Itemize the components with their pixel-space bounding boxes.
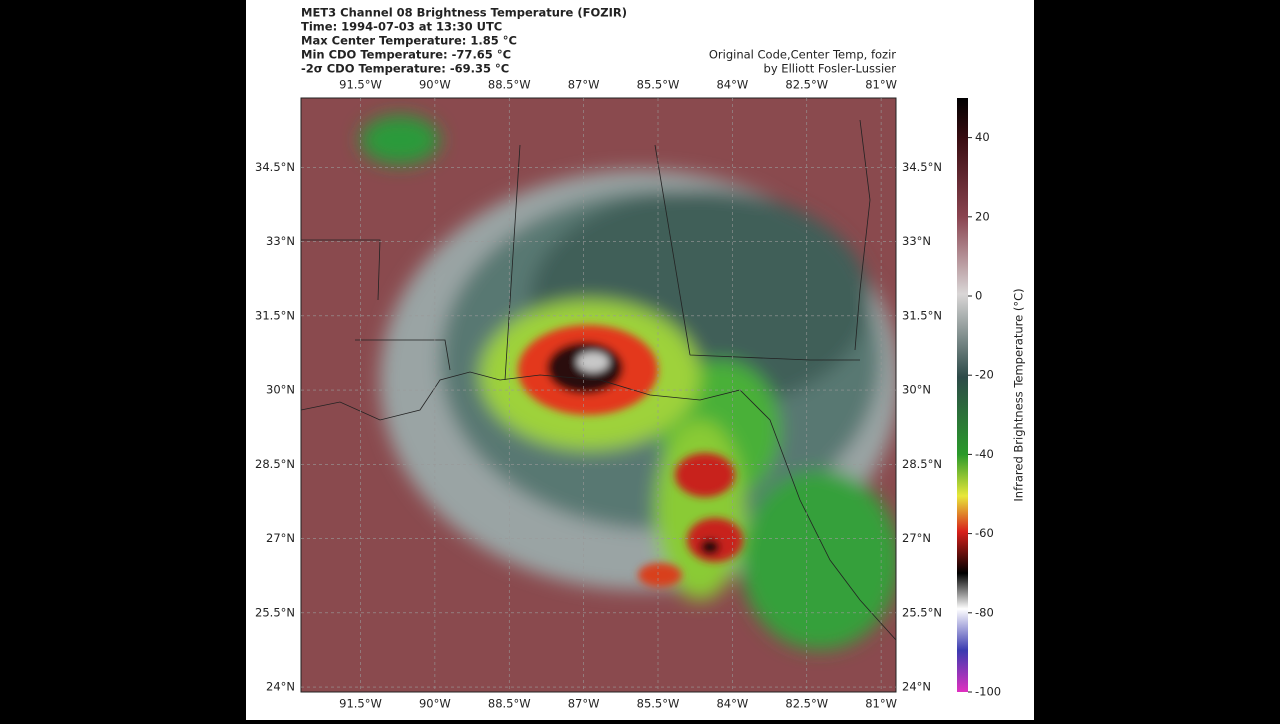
colorbar-label: Infrared Brightness Temperature (°C) (1012, 288, 1026, 501)
title-line: Time: 1994-07-03 at 13:30 UTC (301, 20, 502, 34)
y-tick-label: 31.5°N (902, 308, 942, 322)
y-tick-label: 25.5°N (902, 605, 942, 619)
y-tick-label: 24°N (902, 680, 931, 694)
x-tick-label: 82.5°W (785, 78, 828, 92)
x-tick-label: 87°W (568, 78, 600, 92)
colorbar-tick-label: -80 (975, 605, 994, 619)
colorbar-tick-label: -40 (975, 447, 994, 461)
colorbar-tick-label: -20 (975, 368, 994, 382)
y-tick-label: 31.5°N (255, 308, 295, 322)
map-frame (300, 97, 897, 693)
y-tick-label: 33°N (266, 234, 295, 248)
y-tick-label: 27°N (902, 531, 931, 545)
x-tick-label: 88.5°W (488, 697, 531, 711)
x-tick-label: 81°W (865, 697, 897, 711)
y-tick-label: 28.5°N (255, 457, 295, 471)
y-tick-label: 33°N (902, 234, 931, 248)
x-tick-label: 88.5°W (488, 78, 531, 92)
y-tick-label: 30°N (902, 383, 931, 397)
y-tick-label: 34.5°N (255, 160, 295, 174)
x-tick-label: 87°W (568, 697, 600, 711)
colorbar-tick-label: -100 (975, 685, 1001, 699)
y-tick-label: 34.5°N (902, 160, 942, 174)
x-tick-label: 84°W (716, 697, 748, 711)
colorbar (957, 98, 968, 692)
x-tick-label: 85.5°W (637, 78, 680, 92)
attribution: by Elliott Fosler-Lussier (764, 62, 897, 76)
x-tick-label: 82.5°W (785, 697, 828, 711)
colorbar-tick-label: 0 (975, 289, 982, 303)
satellite-image (301, 98, 896, 692)
y-tick-label: 25.5°N (255, 605, 295, 619)
x-tick-label: 84°W (716, 78, 748, 92)
x-tick-label: 91.5°W (339, 78, 382, 92)
title-line: Max Center Temperature: 1.85 °C (301, 34, 517, 48)
colorbar-tick-label: 40 (975, 130, 990, 144)
colorbar-tick-label: -60 (975, 526, 994, 540)
x-tick-label: 91.5°W (339, 697, 382, 711)
y-tick-label: 30°N (266, 383, 295, 397)
attribution: Original Code,Center Temp, fozir (709, 48, 896, 62)
y-tick-label: 28.5°N (902, 457, 942, 471)
y-tick-label: 27°N (266, 531, 295, 545)
title-line: -2σ CDO Temperature: -69.35 °C (301, 62, 509, 76)
y-tick-label: 24°N (266, 680, 295, 694)
x-tick-label: 90°W (419, 697, 451, 711)
x-tick-label: 90°W (419, 78, 451, 92)
x-tick-label: 85.5°W (637, 697, 680, 711)
x-tick-label: 81°W (865, 78, 897, 92)
title-line: MET3 Channel 08 Brightness Temperature (… (301, 6, 627, 20)
colorbar-tick-label: 20 (975, 209, 990, 223)
title-line: Min CDO Temperature: -77.65 °C (301, 48, 511, 62)
